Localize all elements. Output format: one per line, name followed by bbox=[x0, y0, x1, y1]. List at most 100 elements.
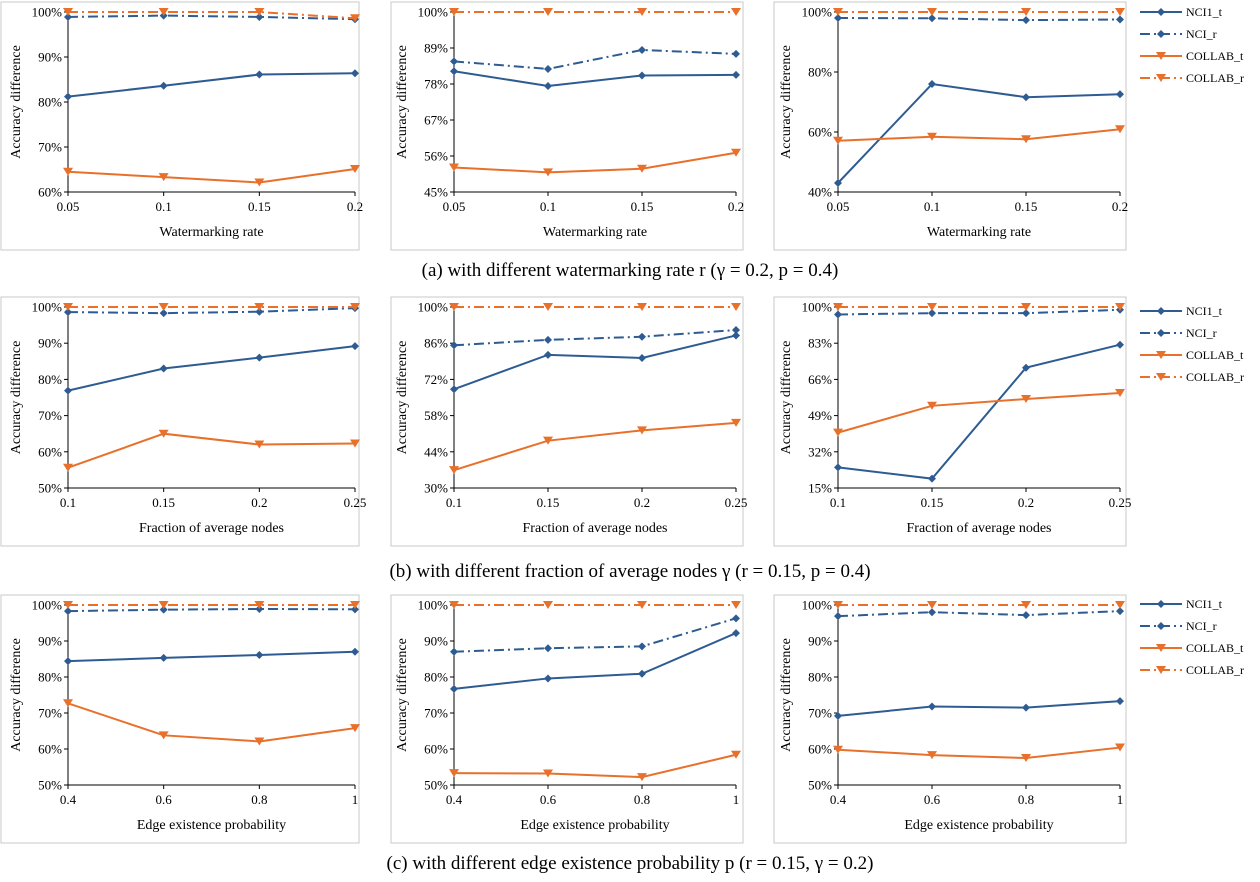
series-COLLAB_t bbox=[833, 743, 1125, 762]
data-point bbox=[1022, 309, 1030, 318]
data-point bbox=[731, 418, 741, 427]
data-point bbox=[731, 601, 741, 609]
data-point bbox=[449, 163, 459, 172]
series-NCI1_t bbox=[834, 697, 1124, 720]
y-tick-label: 32% bbox=[808, 444, 832, 459]
y-tick-label: 50% bbox=[38, 481, 62, 496]
x-axis-label: Fraction of average nodes bbox=[907, 521, 1052, 536]
y-axis-label: Accuracy difference bbox=[779, 638, 794, 752]
data-point bbox=[350, 303, 360, 311]
y-tick-label: 60% bbox=[808, 742, 832, 757]
x-tick-label: 0.1 bbox=[446, 495, 462, 510]
data-point bbox=[63, 8, 73, 16]
data-point bbox=[158, 429, 169, 438]
series-NCI1_t bbox=[64, 69, 359, 101]
series-COLLAB_t bbox=[63, 429, 360, 472]
chart-frame bbox=[390, 1, 744, 251]
data-point bbox=[254, 178, 265, 187]
x-tick-label: 0.8 bbox=[251, 792, 267, 807]
data-point bbox=[449, 466, 459, 475]
series-line bbox=[67, 14, 356, 21]
x-tick-label: 0.4 bbox=[830, 792, 847, 807]
data-point bbox=[1022, 611, 1030, 620]
data-point bbox=[732, 629, 740, 638]
data-point bbox=[449, 601, 459, 609]
data-point bbox=[158, 601, 169, 609]
data-point bbox=[159, 605, 168, 614]
series-COLLAB_r bbox=[833, 8, 1125, 16]
data-point bbox=[1115, 8, 1125, 16]
series-line bbox=[67, 650, 356, 663]
data-point bbox=[1116, 90, 1124, 99]
data-point bbox=[1022, 16, 1030, 25]
charts-group: 60% 70% 80% 90% 100% 0.05 0.1 0.15 0.2 Watermarki… bbox=[0, 1, 1131, 844]
y-axis-label: Accuracy difference bbox=[395, 341, 410, 455]
data-point bbox=[158, 173, 169, 182]
data-point bbox=[731, 8, 741, 16]
chart-2: 45% 56% 67% 78% 89% 100% 0.05 0.1 0.15 0.2 Waterma… bbox=[390, 1, 744, 251]
x-tick-label: 0.15 bbox=[248, 199, 271, 214]
data-point bbox=[732, 49, 740, 58]
series-line bbox=[67, 168, 356, 184]
y-tick-label: 15% bbox=[808, 481, 832, 496]
series-line bbox=[837, 343, 1121, 480]
y-tick-label: 80% bbox=[38, 372, 62, 387]
x-axis-label: Watermarking rate bbox=[927, 225, 1031, 240]
x-tick-label: 1 bbox=[733, 792, 740, 807]
data-point bbox=[637, 773, 647, 782]
x-tick-label: 0.15 bbox=[1015, 199, 1038, 214]
x-tick-label: 1 bbox=[1117, 792, 1124, 807]
y-tick-label: 83% bbox=[808, 336, 832, 351]
series-COLLAB_t bbox=[449, 148, 741, 177]
data-point bbox=[255, 12, 264, 21]
data-point bbox=[63, 167, 73, 176]
series-COLLAB_t bbox=[833, 125, 1125, 145]
data-point bbox=[544, 674, 552, 683]
data-point bbox=[1116, 15, 1124, 24]
data-point bbox=[351, 605, 359, 614]
series-COLLAB_t bbox=[449, 418, 741, 475]
data-point bbox=[833, 745, 843, 754]
y-tick-label: 70% bbox=[808, 706, 832, 721]
data-point bbox=[64, 308, 72, 317]
y-tick-label: 30% bbox=[424, 481, 448, 496]
data-point bbox=[254, 737, 265, 746]
y-tick-label: 80% bbox=[808, 65, 832, 80]
chart-8: 50% 60% 70% 80% 90% 100% 0.4 0.6 0.8 1 Edge existe… bbox=[390, 594, 744, 844]
data-point bbox=[637, 426, 647, 435]
chart-9: 50% 60% 70% 80% 90% 100% 0.4 0.6 0.8 1 Edge existe… bbox=[773, 594, 1127, 844]
data-point bbox=[64, 386, 72, 395]
legend-3: NCI1_t NCI_r COLLAB_t COLLAB_r bbox=[1140, 597, 1244, 677]
data-point bbox=[731, 148, 741, 157]
data-point bbox=[731, 750, 741, 759]
x-tick-label: 0.25 bbox=[725, 495, 748, 510]
chart-frame bbox=[773, 594, 1127, 844]
data-point bbox=[350, 14, 360, 23]
data-point bbox=[927, 303, 937, 311]
y-tick-label: 100% bbox=[802, 5, 833, 20]
x-tick-label: 0.1 bbox=[924, 199, 940, 214]
y-tick-label: 60% bbox=[38, 444, 62, 459]
legend-label: NCI_r bbox=[1186, 619, 1217, 633]
data-point bbox=[544, 644, 552, 653]
data-point bbox=[833, 303, 843, 311]
data-point bbox=[350, 439, 360, 448]
y-tick-label: 89% bbox=[424, 41, 448, 56]
y-axis-label: Accuracy difference bbox=[9, 341, 24, 455]
caption-a: (a) with different watermarking rate r (… bbox=[422, 260, 839, 281]
legend-2: NCI1_t NCI_r COLLAB_t COLLAB_r bbox=[1140, 304, 1244, 384]
y-tick-label: 40% bbox=[808, 185, 832, 200]
series-NCI_r bbox=[450, 45, 740, 73]
data-point bbox=[927, 601, 937, 609]
series-line bbox=[453, 632, 737, 690]
data-point bbox=[544, 81, 552, 90]
caption-b: (b) with different fraction of average n… bbox=[389, 561, 870, 582]
y-axis-label: Accuracy difference bbox=[395, 45, 410, 159]
data-point bbox=[637, 601, 647, 609]
y-tick-label: 100% bbox=[418, 5, 449, 20]
legend-label: COLLAB_r bbox=[1186, 663, 1244, 677]
data-point bbox=[159, 81, 168, 90]
y-tick-label: 100% bbox=[802, 598, 833, 613]
y-tick-label: 80% bbox=[38, 95, 62, 110]
data-point bbox=[351, 647, 359, 656]
